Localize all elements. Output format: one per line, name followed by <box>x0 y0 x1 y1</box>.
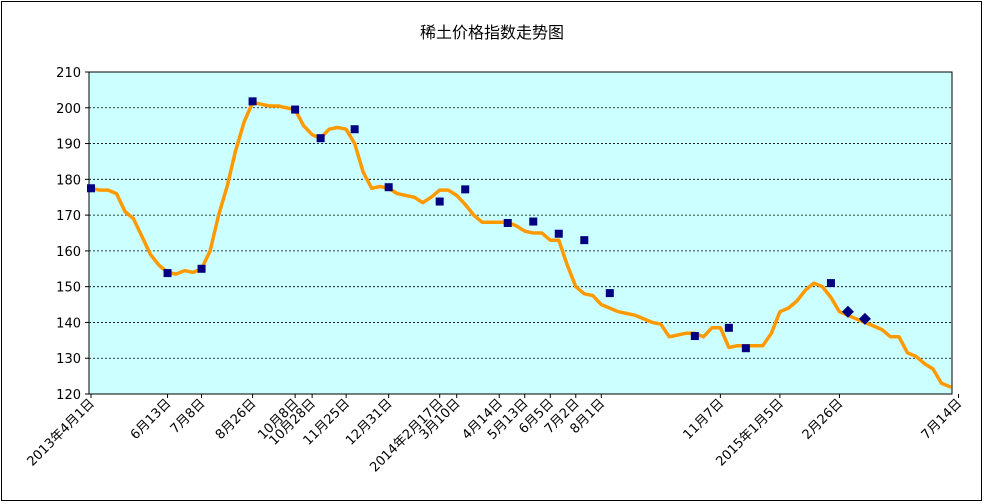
x-tick-label: 7月8日 <box>168 396 209 437</box>
data-point-marker <box>291 105 300 114</box>
x-tick-label: 8月26日 <box>213 396 260 443</box>
x-tick-label: 7月14日 <box>919 396 966 443</box>
y-tick-label: 160 <box>56 245 81 260</box>
data-point-marker <box>724 323 733 332</box>
data-point-marker <box>841 305 854 318</box>
data-point-marker <box>826 279 835 288</box>
data-point-marker <box>350 125 359 134</box>
x-tick-label: 11月7日 <box>681 396 728 443</box>
data-point-marker <box>87 184 95 193</box>
x-tick-label: 2月26日 <box>800 396 847 443</box>
y-tick-label: 140 <box>56 316 81 331</box>
marker-layer <box>87 97 871 353</box>
data-point-marker <box>580 236 589 245</box>
x-tick-label: 2013年4月1日 <box>25 396 98 469</box>
series-layer <box>89 100 952 389</box>
y-tick-label: 120 <box>56 388 81 403</box>
data-point-marker <box>316 134 325 143</box>
y-tick-label: 180 <box>56 173 81 188</box>
data-point-marker <box>435 197 444 206</box>
y-tick-label: 200 <box>56 102 81 117</box>
y-axis: 120 130 140 150 160 170 180 190 200 210 <box>56 66 89 403</box>
data-point-marker <box>554 229 563 238</box>
data-point-marker <box>503 218 512 227</box>
y-tick-label: 190 <box>56 138 81 153</box>
data-point-marker <box>163 269 172 278</box>
data-point-marker <box>605 289 614 298</box>
y-tick-label: 130 <box>56 352 81 367</box>
data-point-marker <box>197 264 206 273</box>
x-tick-label: 6月13日 <box>128 396 175 443</box>
data-point-marker <box>529 217 538 226</box>
data-point-marker <box>248 97 257 106</box>
y-tick-label: 150 <box>56 281 81 296</box>
data-point-marker <box>858 312 871 325</box>
data-point-marker <box>741 344 750 353</box>
y-tick-label: 170 <box>56 209 81 224</box>
x-tick-label: 12月31日 <box>343 396 395 448</box>
plot-area <box>88 71 953 395</box>
data-point-marker <box>690 332 699 341</box>
y-tick-label: 210 <box>56 66 81 81</box>
data-point-marker <box>384 183 393 192</box>
series-line <box>89 100 952 389</box>
data-point-marker <box>461 185 470 194</box>
chart-title: 稀土价格指数走势图 <box>420 23 564 42</box>
